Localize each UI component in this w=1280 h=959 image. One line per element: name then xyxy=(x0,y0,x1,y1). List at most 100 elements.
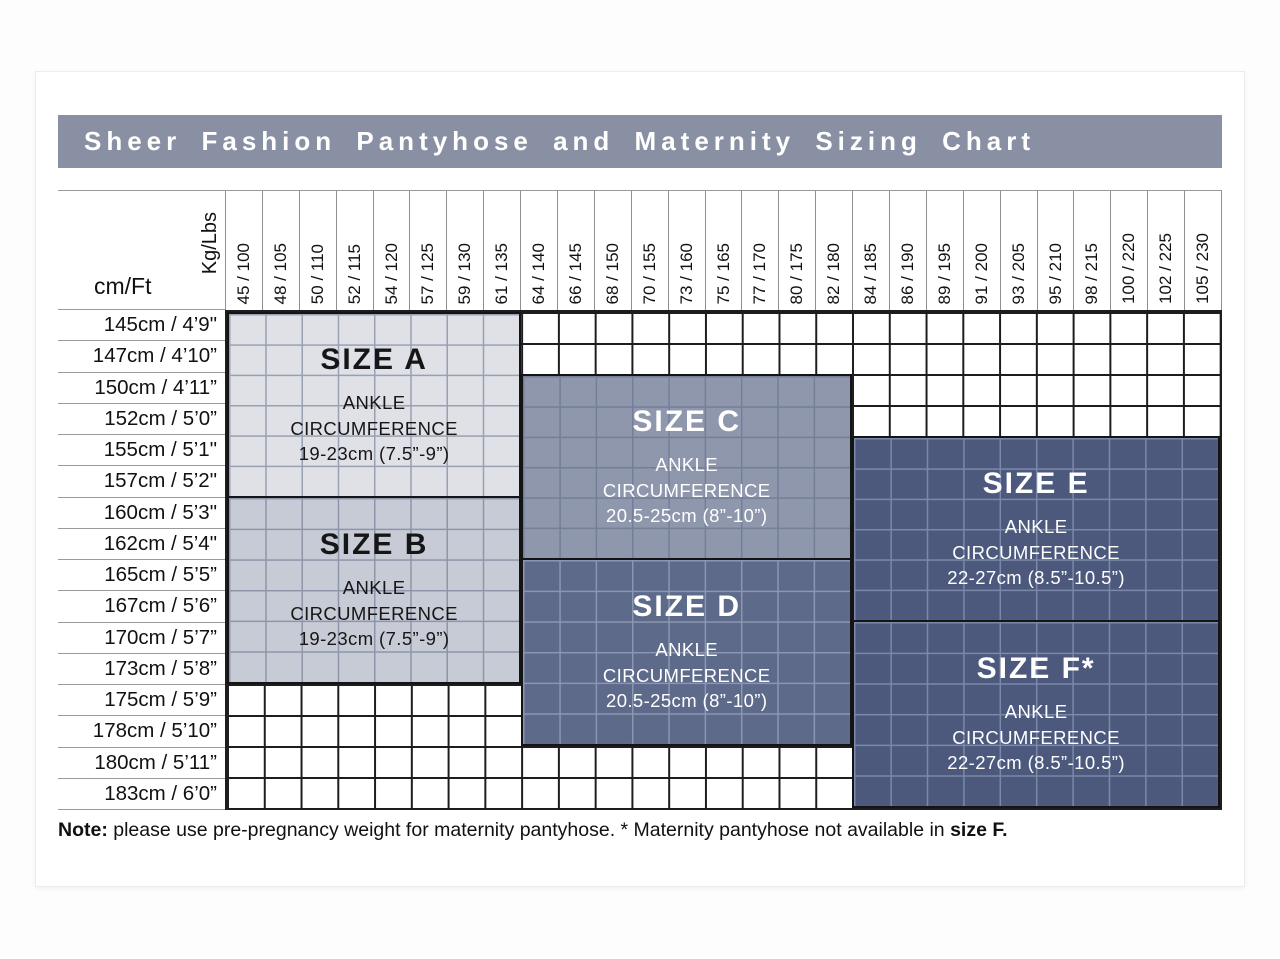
size-grid: SIZE A ANKLE CIRCUMFERENCE 19-23cm (7.5”… xyxy=(225,310,1222,810)
weight-column-header-label: 64 / 140 xyxy=(529,242,549,304)
size-d-region: SIZE D ANKLE CIRCUMFERENCE 20.5-25cm (8”… xyxy=(521,560,853,746)
size-e-detail-line1: ANKLE xyxy=(1004,516,1068,538)
size-a-detail-line2: CIRCUMFERENCE xyxy=(290,417,458,439)
weight-column-header-label: 59 / 130 xyxy=(455,242,475,304)
size-b-detail-line2: CIRCUMFERENCE xyxy=(290,602,458,624)
weight-column-header: 98 / 215 xyxy=(1073,191,1110,310)
weight-column-header-label: 105 / 230 xyxy=(1193,233,1213,304)
weight-column-header-label: 84 / 185 xyxy=(861,242,881,304)
title-bar: Sheer Fashion Pantyhose and Maternity Si… xyxy=(58,115,1222,168)
weight-column-header: 68 / 150 xyxy=(593,191,631,310)
sizing-chart-card: Sheer Fashion Pantyhose and Maternity Si… xyxy=(36,72,1244,886)
weight-column-header: 64 / 140 xyxy=(520,191,557,310)
weight-column-header: 80 / 175 xyxy=(778,191,815,310)
weight-column-header: 77 / 170 xyxy=(741,191,778,310)
size-b-detail-line1: ANKLE xyxy=(342,577,406,599)
weight-column-header: 82 / 180 xyxy=(815,191,852,310)
size-a-detail-line3: 19-23cm (7.5”-9”) xyxy=(298,443,450,465)
size-c-detail-line1: ANKLE xyxy=(655,454,719,476)
weight-axis-label: Kg/Lbs xyxy=(199,211,221,274)
size-a-title: SIZE A xyxy=(320,343,428,377)
weight-column-header: 91 / 200 xyxy=(962,191,1000,310)
weight-column-header: 75 / 165 xyxy=(704,191,742,310)
size-d-detail-line2: CIRCUMFERENCE xyxy=(602,664,771,686)
size-f-detail-line3: 22-27cm (8.5”-10.5”) xyxy=(947,752,1125,774)
size-e-title: SIZE E xyxy=(982,467,1090,501)
height-row-label: 167cm / 5’6” xyxy=(58,591,225,623)
size-a-region: SIZE A ANKLE CIRCUMFERENCE 19-23cm (7.5”… xyxy=(227,312,522,498)
height-row-label: 150cm / 4’11” xyxy=(58,373,225,404)
size-f-detail-line1: ANKLE xyxy=(1004,701,1068,723)
weight-column-header: 86 / 190 xyxy=(889,191,926,310)
weight-column-header-label: 66 / 145 xyxy=(565,242,585,304)
weight-column-header: 66 / 145 xyxy=(557,191,594,310)
weight-column-header-label: 80 / 175 xyxy=(787,242,807,304)
size-c-region: SIZE C ANKLE CIRCUMFERENCE 20.5-25cm (8”… xyxy=(521,374,853,560)
weight-column-header: 52 / 115 xyxy=(335,191,373,310)
height-row-label: 155cm / 5’1" xyxy=(58,435,225,467)
size-e-region: SIZE E ANKLE CIRCUMFERENCE 22-27cm (8.5”… xyxy=(852,436,1220,622)
height-row-label: 183cm / 6’0” xyxy=(58,779,225,810)
size-e-detail-line3: 22-27cm (8.5”-10.5”) xyxy=(947,567,1125,589)
weight-column-header-label: 86 / 190 xyxy=(897,242,917,304)
weight-column-header: 61 / 135 xyxy=(483,191,520,310)
size-e-detail-line2: CIRCUMFERENCE xyxy=(952,541,1120,563)
height-row-label: 162cm / 5’4" xyxy=(58,529,225,560)
height-row-label: 152cm / 5’0” xyxy=(58,404,225,435)
height-axis-label: cm/Ft xyxy=(94,273,152,299)
height-row-label: 175cm / 5’9” xyxy=(58,685,225,717)
weight-column-header: 102 / 225 xyxy=(1147,191,1184,310)
weight-column-header-label: 48 / 105 xyxy=(270,242,290,304)
height-row-label: 170cm / 5’7” xyxy=(58,623,225,654)
height-row-label: 145cm / 4’9" xyxy=(58,310,225,342)
weight-column-header: 57 / 125 xyxy=(409,191,446,310)
weight-column-header: 105 / 230 xyxy=(1184,191,1223,310)
weight-column-header-label: 61 / 135 xyxy=(492,242,512,304)
weight-column-header-label: 77 / 170 xyxy=(750,242,770,304)
weight-column-header-label: 102 / 225 xyxy=(1156,233,1176,304)
weight-column-header: 54 / 120 xyxy=(372,191,410,310)
height-row-label: 157cm / 5’2" xyxy=(58,466,225,498)
weight-column-header-label: 45 / 100 xyxy=(233,242,253,304)
weight-column-header: 93 / 205 xyxy=(999,191,1037,310)
weight-column-header: 100 / 220 xyxy=(1110,191,1147,310)
chart-title: Sheer Fashion Pantyhose and Maternity Si… xyxy=(84,126,1036,156)
size-c-detail-line3: 20.5-25cm (8”-10”) xyxy=(606,505,768,527)
weight-column-header-label: 70 / 155 xyxy=(639,242,659,304)
weight-column-header-label: 52 / 115 xyxy=(344,243,364,304)
footnote: Note: please use pre-pregnancy weight fo… xyxy=(58,819,1008,842)
size-a-detail-line1: ANKLE xyxy=(342,392,406,414)
weight-column-header-label: 68 / 150 xyxy=(602,242,622,304)
size-c-detail-line2: CIRCUMFERENCE xyxy=(602,479,771,501)
height-row-labels: 145cm / 4’9" 147cm / 4’10” 150cm / 4’11”… xyxy=(58,309,225,810)
weight-column-header-label: 100 / 220 xyxy=(1119,233,1139,304)
height-row-label: 173cm / 5’8” xyxy=(58,654,225,685)
height-row-label: 178cm / 5’10” xyxy=(58,716,225,748)
size-c-title: SIZE C xyxy=(632,405,742,439)
weight-column-header: 73 / 160 xyxy=(667,191,705,310)
size-f-detail-line2: CIRCUMFERENCE xyxy=(952,726,1120,748)
weight-column-header: 45 / 100 xyxy=(225,191,262,310)
size-b-detail-line3: 19-23cm (7.5”-9”) xyxy=(298,628,450,650)
weight-column-headers: 45 / 100 48 / 105 50 / 110 52 / 115 54 /… xyxy=(225,190,1223,310)
weight-column-header-label: 50 / 110 xyxy=(307,243,327,304)
weight-column-header-label: 82 / 180 xyxy=(824,242,844,304)
size-b-title: SIZE B xyxy=(319,528,429,562)
height-row-label: 160cm / 5’3" xyxy=(58,498,225,529)
height-row-label: 180cm / 5’11” xyxy=(58,748,225,779)
weight-column-header-label: 54 / 120 xyxy=(381,242,401,304)
height-row-label: 165cm / 5’5” xyxy=(58,560,225,592)
weight-column-header: 70 / 155 xyxy=(630,191,668,310)
weight-column-header: 84 / 185 xyxy=(852,191,889,310)
size-d-detail-line1: ANKLE xyxy=(655,639,719,661)
size-f-region: SIZE F* ANKLE CIRCUMFERENCE 22-27cm (8.5… xyxy=(852,622,1220,808)
size-d-detail-line3: 20.5-25cm (8”-10”) xyxy=(606,690,768,712)
weight-column-header-label: 57 / 125 xyxy=(418,242,438,304)
footnote-suffix: size F. xyxy=(950,819,1008,841)
footnote-body: please use pre-pregnancy weight for mate… xyxy=(107,819,951,841)
weight-column-header-label: 95 / 210 xyxy=(1045,242,1065,304)
height-row-label: 147cm / 4’10” xyxy=(58,341,225,373)
size-d-title: SIZE D xyxy=(632,590,742,624)
weight-column-header-label: 91 / 200 xyxy=(971,242,991,304)
